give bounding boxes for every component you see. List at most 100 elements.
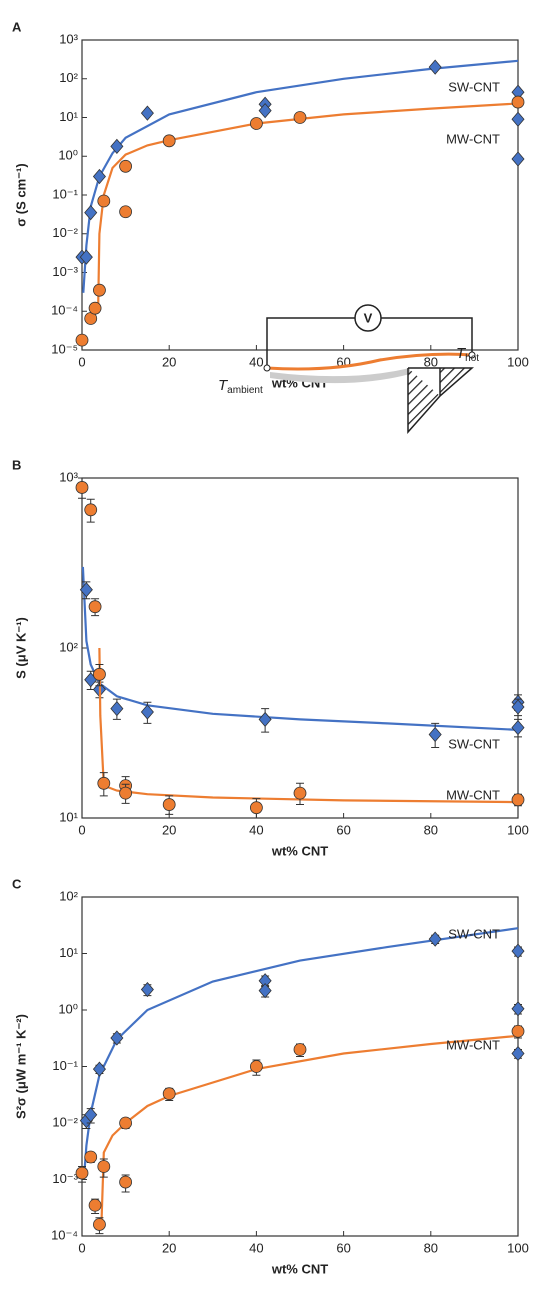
- x-tick-label: 100: [507, 822, 529, 837]
- y-tick-label: 10²: [59, 70, 78, 85]
- y-tick-label: 10⁻⁴: [51, 1227, 78, 1242]
- y-tick-label: 10¹: [59, 945, 78, 960]
- data-point: [293, 111, 307, 124]
- data-point: [119, 205, 132, 219]
- data-point: [88, 301, 102, 315]
- data-point: [428, 931, 442, 947]
- data-point: [511, 111, 525, 127]
- data-point: [511, 793, 525, 807]
- data-point: [140, 704, 154, 720]
- data-point: [511, 1024, 525, 1038]
- data-point: [428, 726, 442, 743]
- panel-label: B: [12, 457, 21, 472]
- data-point: [97, 776, 111, 790]
- inset-wire: [266, 317, 473, 368]
- data-point: [88, 600, 102, 614]
- data-point: [428, 59, 442, 75]
- data-point: [293, 1043, 307, 1056]
- series-label: MW-CNT: [446, 131, 500, 146]
- data-point: [88, 1198, 102, 1212]
- data-point: [79, 249, 93, 265]
- x-tick-label: 80: [424, 354, 438, 369]
- inset-diagram: V Tambient Thot: [218, 304, 479, 434]
- x-tick-label: 60: [336, 1240, 350, 1255]
- y-tick-label: 10⁻³: [52, 1171, 78, 1186]
- panel-label: C: [12, 876, 22, 891]
- fit-line: [100, 1034, 519, 1220]
- fit-line: [97, 102, 519, 312]
- data-point: [84, 205, 98, 221]
- data-point: [119, 159, 132, 173]
- y-tick-label: 10⁰: [58, 148, 78, 163]
- x-tick-label: 40: [249, 822, 263, 837]
- panel-label: A: [12, 19, 22, 34]
- y-axis-title: S (μV K⁻¹): [13, 617, 28, 679]
- data-point: [92, 1061, 106, 1077]
- x-tick-label: 40: [249, 1240, 263, 1255]
- x-axis-title: wt% CNT: [271, 1261, 328, 1276]
- y-tick-label: 10²: [59, 888, 78, 903]
- data-point: [511, 943, 525, 959]
- data-point: [162, 1087, 176, 1101]
- data-point: [110, 700, 124, 717]
- inset-shadow: [270, 368, 410, 384]
- inset-label: ambient: [227, 385, 263, 396]
- series-label: MW-CNT: [446, 1037, 500, 1052]
- data-point: [110, 138, 124, 154]
- y-tick-label: 10⁻²: [52, 1114, 78, 1129]
- y-tick-label: 10³: [59, 469, 78, 484]
- data-point: [119, 786, 132, 800]
- data-point: [511, 95, 525, 109]
- data-point: [119, 1116, 132, 1130]
- fit-line: [82, 59, 519, 293]
- data-point: [258, 983, 272, 999]
- inset-sample: [266, 352, 473, 371]
- y-tick-label: 10⁻⁵: [51, 341, 78, 356]
- y-tick-label: 10³: [59, 31, 78, 46]
- y-tick-label: 10⁻⁴: [51, 303, 78, 318]
- data-point: [75, 1166, 89, 1180]
- inset-heater: [407, 367, 474, 434]
- data-point: [511, 699, 525, 715]
- data-point: [511, 720, 525, 736]
- data-point: [97, 1160, 111, 1173]
- x-tick-label: 20: [162, 822, 176, 837]
- series-label: SW-CNT: [448, 736, 500, 751]
- data-point: [75, 333, 89, 347]
- series-label: MW-CNT: [446, 787, 500, 802]
- data-point: [84, 1107, 98, 1123]
- inset-label: T: [456, 345, 467, 362]
- y-tick-label: 10¹: [59, 109, 78, 124]
- inset-contact: [263, 364, 271, 372]
- data-point: [258, 711, 272, 728]
- y-axis-title: S²σ (μW m⁻¹ K⁻²): [13, 1014, 28, 1119]
- inset-label: Thot: [456, 345, 479, 364]
- x-tick-label: 20: [162, 354, 176, 369]
- y-tick-label: 10⁻²: [52, 225, 78, 240]
- inset-label: hot: [465, 353, 479, 364]
- x-tick-label: 0: [78, 1240, 85, 1255]
- data-point: [84, 1150, 98, 1164]
- data-point: [119, 1175, 132, 1189]
- x-axis-title: wt% CNT: [271, 843, 328, 858]
- x-tick-label: 80: [424, 822, 438, 837]
- data-point: [93, 667, 106, 681]
- series-label: SW-CNT: [448, 79, 500, 94]
- voltmeter-label: V: [364, 310, 373, 325]
- data-point: [75, 481, 89, 494]
- x-tick-label: 100: [507, 1240, 529, 1255]
- x-tick-label: 0: [78, 354, 85, 369]
- data-point: [511, 1001, 525, 1017]
- y-tick-label: 10⁻¹: [52, 186, 78, 201]
- y-tick-label: 10⁻³: [52, 264, 78, 279]
- data-point: [162, 134, 176, 148]
- data-point: [84, 503, 98, 517]
- plot-frame: [81, 477, 519, 819]
- data-point: [140, 105, 154, 121]
- inset-contact: [468, 351, 476, 359]
- voltmeter: [354, 304, 382, 332]
- x-tick-label: 60: [336, 822, 350, 837]
- x-tick-label: 20: [162, 1240, 176, 1255]
- y-tick-label: 10⁻¹: [52, 1058, 78, 1073]
